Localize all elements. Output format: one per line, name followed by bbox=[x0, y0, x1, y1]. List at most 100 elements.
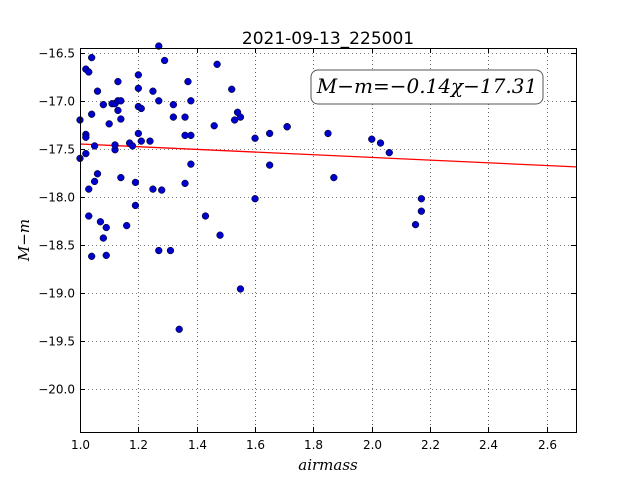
data-point bbox=[85, 185, 93, 193]
data-point bbox=[134, 71, 143, 79]
data-point bbox=[99, 100, 107, 109]
data-point bbox=[155, 246, 163, 255]
data-point bbox=[166, 246, 175, 255]
data-point bbox=[114, 106, 122, 115]
data-point bbox=[251, 134, 259, 142]
x-axis-label: airmass bbox=[298, 456, 358, 474]
data-point bbox=[265, 129, 274, 138]
data-point bbox=[137, 137, 145, 145]
data-point bbox=[102, 223, 110, 232]
data-point bbox=[114, 77, 122, 86]
data-point bbox=[265, 161, 274, 169]
data-point bbox=[88, 252, 96, 260]
x-tick-label: 1.4 bbox=[188, 438, 207, 452]
plot-frame bbox=[80, 48, 577, 433]
x-tick-labels: 1.0 1.2 1.4 1.6 1.8 2.0 2.2 2.4 2.6 bbox=[71, 438, 557, 452]
data-point bbox=[134, 84, 143, 92]
data-point bbox=[181, 113, 189, 121]
data-point bbox=[134, 129, 143, 138]
data-point bbox=[131, 201, 140, 210]
data-point bbox=[88, 53, 96, 62]
data-point bbox=[93, 87, 102, 95]
data-point bbox=[175, 325, 183, 333]
data-point bbox=[90, 142, 99, 150]
data-point bbox=[228, 85, 236, 93]
data-point bbox=[411, 220, 420, 229]
data-point bbox=[187, 160, 195, 168]
data-point bbox=[201, 212, 210, 220]
data-point bbox=[123, 221, 131, 230]
data-point bbox=[117, 97, 125, 105]
data-point bbox=[213, 60, 221, 68]
y-axis-label: M−m bbox=[15, 219, 33, 262]
x-tick-label: 1.6 bbox=[246, 438, 265, 452]
chart-title: 2021-09-13_225001 bbox=[242, 29, 414, 49]
x-tick-label: 2.6 bbox=[538, 438, 557, 452]
data-point bbox=[131, 178, 140, 187]
x-tick-label: 2.4 bbox=[479, 438, 498, 452]
data-point bbox=[99, 234, 107, 242]
data-point bbox=[155, 97, 163, 105]
x-tick-label: 1.2 bbox=[129, 438, 148, 452]
data-point bbox=[169, 100, 178, 109]
data-point bbox=[128, 142, 137, 150]
data-point bbox=[230, 116, 239, 124]
data-point bbox=[158, 186, 166, 194]
data-points bbox=[76, 42, 426, 333]
fit-equation: M−m=−0.14χ−17.31 bbox=[316, 74, 537, 98]
data-point bbox=[283, 123, 291, 131]
data-point bbox=[93, 170, 102, 178]
data-point bbox=[169, 113, 178, 121]
y-tick-label: −17.0 bbox=[38, 95, 75, 109]
y-tick-label: −16.5 bbox=[38, 47, 75, 61]
data-point bbox=[236, 113, 245, 121]
data-point bbox=[117, 173, 125, 182]
data-point bbox=[105, 120, 113, 128]
fit-annotation: M−m=−0.14χ−17.31 bbox=[310, 69, 544, 105]
data-point bbox=[85, 68, 93, 76]
data-point bbox=[187, 97, 195, 105]
y-tick-label: −19.0 bbox=[38, 287, 75, 301]
data-point bbox=[137, 104, 145, 113]
data-point bbox=[102, 251, 110, 260]
data-point bbox=[117, 115, 125, 123]
x-tick-label: 1.8 bbox=[304, 438, 323, 452]
data-point bbox=[385, 148, 393, 157]
data-point bbox=[160, 56, 169, 65]
data-point bbox=[82, 149, 90, 158]
data-point bbox=[417, 207, 426, 215]
data-point bbox=[88, 110, 96, 118]
y-tick-label: −17.5 bbox=[38, 143, 75, 157]
data-point bbox=[90, 177, 99, 186]
x-tick-label: 2.2 bbox=[421, 438, 440, 452]
data-point bbox=[85, 212, 93, 220]
x-tick-label: 1.0 bbox=[71, 438, 90, 452]
annotation-box bbox=[310, 69, 544, 105]
y-tick-label: −18.0 bbox=[38, 191, 75, 205]
y-tick-labels: −16.5 −17.0 −17.5 −18.0 −18.5 −19.0 −19.5 −20.0 bbox=[38, 47, 75, 397]
data-point bbox=[417, 195, 426, 203]
data-point bbox=[111, 141, 119, 149]
data-point bbox=[210, 122, 218, 130]
data-point bbox=[330, 173, 338, 182]
data-point bbox=[146, 137, 154, 145]
data-point bbox=[236, 285, 245, 293]
y-tick-label: −20.0 bbox=[38, 383, 75, 397]
data-point bbox=[184, 77, 192, 86]
fit-line bbox=[79, 143, 577, 168]
data-point bbox=[216, 231, 224, 239]
axis-ticks bbox=[80, 48, 576, 432]
data-point bbox=[149, 87, 157, 95]
y-tick-label: −18.5 bbox=[38, 239, 75, 253]
data-point bbox=[96, 218, 105, 226]
data-point bbox=[376, 139, 385, 147]
fit-line-layer bbox=[79, 143, 577, 168]
data-point bbox=[155, 42, 163, 50]
data-point bbox=[368, 135, 376, 143]
data-point bbox=[149, 185, 157, 193]
data-point bbox=[82, 133, 90, 141]
data-point bbox=[181, 179, 189, 188]
y-tick-label: −19.5 bbox=[38, 335, 75, 349]
data-point bbox=[324, 129, 332, 138]
